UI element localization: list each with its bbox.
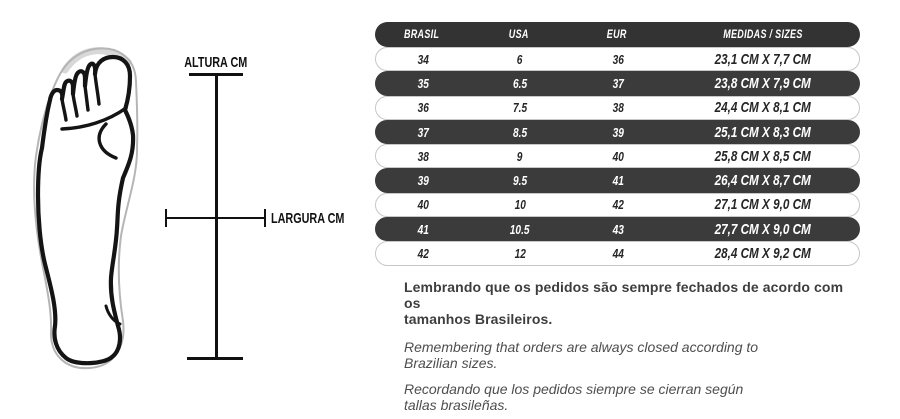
note-spanish: Recordando que los pedidos siempre se ci… bbox=[404, 380, 744, 414]
altura-cap-top bbox=[189, 73, 243, 76]
header-brasil: BRASIL bbox=[404, 28, 440, 41]
toe-slit bbox=[83, 84, 90, 112]
cell-brasil: 34 bbox=[417, 51, 429, 67]
cell-medidas: 27,7 CM X 9,0 CM bbox=[714, 220, 811, 238]
toe-slit bbox=[71, 92, 79, 118]
table-row: 40 10 42 27,1 CM X 9,0 CM bbox=[375, 192, 860, 218]
size-conversion-table: BRASIL USA EUR MEDIDAS / SIZES 34 6 36 2… bbox=[375, 22, 860, 266]
largura-tick-left bbox=[165, 209, 167, 227]
cell-medidas: 28,4 CM X 9,2 CM bbox=[714, 245, 811, 263]
foot-sole-illustration bbox=[33, 47, 139, 370]
note-english: Remembering that orders are always close… bbox=[404, 338, 759, 372]
table-header-row: BRASIL USA EUR MEDIDAS / SIZES bbox=[375, 22, 860, 47]
cell-medidas: 24,4 CM X 8,1 CM bbox=[714, 99, 811, 117]
table-row: 41 10.5 43 27,7 CM X 9,0 CM bbox=[375, 217, 860, 242]
cell-usa: 6 bbox=[517, 51, 523, 67]
cell-eur: 39 bbox=[612, 124, 624, 140]
table-row: 35 6.5 37 23,8 CM X 7,9 CM bbox=[375, 71, 860, 96]
cell-medidas: 23,1 CM X 7,7 CM bbox=[714, 50, 811, 68]
arch-crease bbox=[97, 122, 118, 160]
cell-eur: 44 bbox=[612, 246, 624, 262]
cell-brasil: 37 bbox=[417, 124, 429, 140]
cell-brasil: 42 bbox=[417, 246, 429, 262]
cell-medidas: 25,1 CM X 8,3 CM bbox=[714, 123, 811, 141]
table-row: 39 9.5 41 26,4 CM X 8,7 CM bbox=[375, 168, 860, 193]
table-row: 34 6 36 23,1 CM X 7,7 CM bbox=[375, 47, 860, 72]
cell-brasil: 40 bbox=[417, 197, 429, 213]
cell-usa: 12 bbox=[514, 246, 526, 262]
cell-medidas: 23,8 CM X 7,9 CM bbox=[714, 74, 811, 92]
ball-crease bbox=[60, 106, 128, 131]
note-portuguese: Lembrando que os pedidos são sempre fech… bbox=[404, 279, 844, 328]
largura-measure-line bbox=[166, 217, 266, 219]
cell-medidas: 27,1 CM X 9,0 CM bbox=[714, 196, 811, 214]
heel-crease bbox=[104, 304, 122, 326]
cell-usa: 9 bbox=[517, 148, 523, 164]
cell-usa: 9.5 bbox=[512, 173, 528, 189]
altura-cap-bottom bbox=[187, 357, 243, 360]
table-row: 42 12 44 28,4 CM X 9,2 CM bbox=[375, 241, 860, 266]
header-eur: EUR bbox=[607, 28, 627, 41]
cell-usa: 8.5 bbox=[512, 124, 528, 140]
cell-usa: 7.5 bbox=[512, 100, 528, 116]
header-medidas: MEDIDAS / SIZES bbox=[722, 28, 803, 41]
cell-eur: 36 bbox=[612, 51, 624, 67]
cell-usa: 6.5 bbox=[512, 75, 528, 91]
table-row: 36 7.5 38 24,4 CM X 8,1 CM bbox=[375, 95, 860, 120]
toe-slit bbox=[93, 72, 101, 106]
order-notes: Lembrando que os pedidos são sempre fech… bbox=[404, 279, 860, 419]
insole-outline bbox=[33, 47, 139, 370]
cell-eur: 38 bbox=[612, 100, 624, 116]
cell-brasil: 35 bbox=[417, 75, 429, 91]
table-row: 37 8.5 39 25,1 CM X 8,3 CM bbox=[375, 119, 860, 145]
header-usa: USA bbox=[509, 28, 529, 41]
toe-slit bbox=[60, 97, 68, 122]
cell-brasil: 39 bbox=[417, 173, 429, 189]
cell-brasil: 36 bbox=[417, 100, 429, 116]
cell-eur: 42 bbox=[612, 197, 624, 213]
cell-brasil: 38 bbox=[417, 148, 429, 164]
cell-medidas: 26,4 CM X 8,7 CM bbox=[714, 172, 811, 190]
largura-tick-right bbox=[264, 209, 266, 227]
cell-eur: 43 bbox=[612, 221, 624, 237]
table-row: 38 9 40 25,8 CM X 8,5 CM bbox=[375, 144, 860, 169]
cell-usa: 10.5 bbox=[510, 221, 530, 237]
cell-brasil: 41 bbox=[417, 221, 429, 237]
foot-outline bbox=[35, 54, 136, 366]
largura-label: LARGURA CM bbox=[271, 210, 345, 227]
cell-medidas: 25,8 CM X 8,5 CM bbox=[714, 147, 811, 165]
cell-usa: 10 bbox=[514, 197, 526, 213]
cell-eur: 40 bbox=[612, 148, 624, 164]
cell-eur: 37 bbox=[612, 75, 624, 91]
size-table-rows: 34 6 36 23,1 CM X 7,7 CM 35 6.5 37 23,8 … bbox=[375, 47, 860, 266]
altura-label: ALTURA CM bbox=[184, 54, 248, 71]
cell-eur: 41 bbox=[612, 173, 624, 189]
